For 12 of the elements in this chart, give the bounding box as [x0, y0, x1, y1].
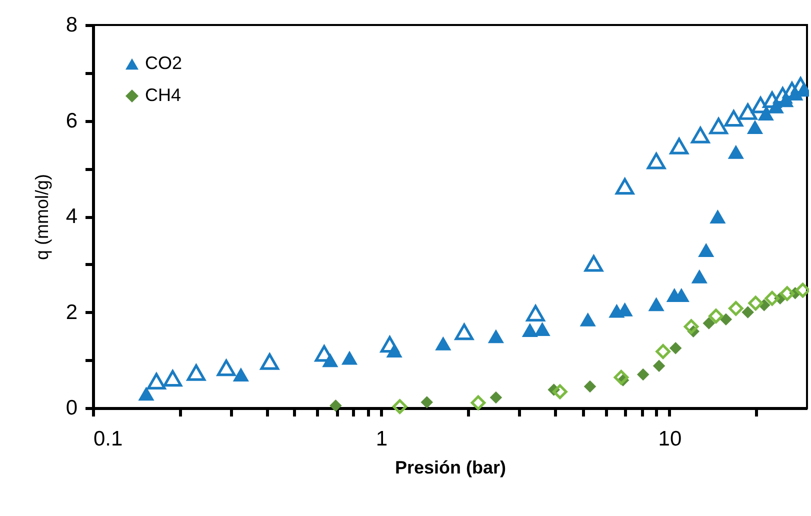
legend-label: CH4	[145, 85, 182, 105]
y-tick-label: 8	[66, 14, 78, 36]
x-tick-label: 10	[658, 428, 682, 450]
legend-label: CO2	[145, 53, 182, 73]
y-tick-label: 4	[66, 205, 78, 228]
y-axis-title: q (mmol/g)	[32, 174, 52, 260]
y-tick-label: 2	[66, 300, 78, 324]
x-axis-title: Presión (bar)	[394, 458, 506, 478]
y-tick-label: 6	[66, 109, 78, 132]
x-tick-label: 0.1	[94, 428, 123, 450]
y-tick-label: 0	[66, 396, 78, 420]
x-tick-label: 1	[376, 428, 388, 450]
